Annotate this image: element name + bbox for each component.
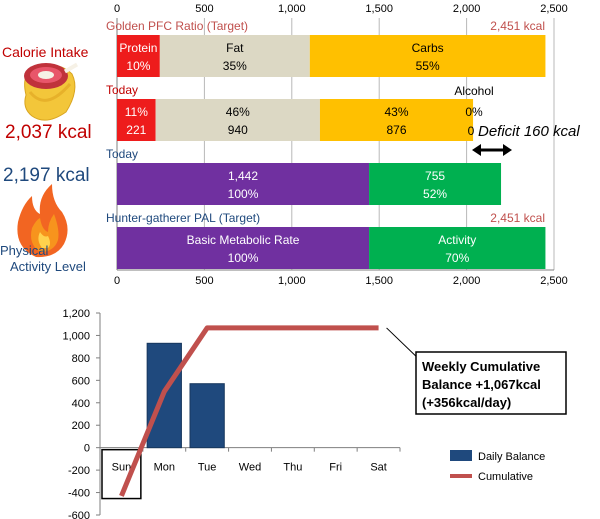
segment-label: 70% xyxy=(445,251,469,265)
tick-label-bottom: 0 xyxy=(114,275,120,287)
alcohol-label: Alcohol xyxy=(454,84,493,98)
segment-label: 221 xyxy=(126,123,146,137)
expenditure-value: 2,197 kcal xyxy=(3,165,90,186)
segment-label: 10% xyxy=(126,59,150,73)
category-label: Thu xyxy=(283,462,302,474)
segment-label: 100% xyxy=(228,251,259,265)
deficit-arrow-left xyxy=(472,144,481,156)
callout-line2: Balance +1,067kcal xyxy=(422,377,541,392)
category-label: Tue xyxy=(198,462,217,474)
category-label: Fri xyxy=(329,462,342,474)
y-tick-label: 800 xyxy=(72,353,90,365)
pal-label-line1: Physical xyxy=(0,243,49,258)
deficit-label: Deficit 160 kcal xyxy=(478,123,580,140)
category-label: Sat xyxy=(370,462,387,474)
pal-label-line2: Activity Level xyxy=(10,259,86,274)
tick-label-top: 1,000 xyxy=(278,3,306,15)
callout-line1: Weekly Cumulative xyxy=(422,359,540,374)
tick-label-top: 500 xyxy=(195,3,213,15)
bar-segment-carbs xyxy=(309,35,546,77)
cumulative-line xyxy=(119,325,379,497)
segment-label: 755 xyxy=(425,169,445,183)
daily-balance-bar xyxy=(189,383,225,449)
y-tick-label: -200 xyxy=(68,465,90,477)
bar-segment-fat xyxy=(155,99,320,141)
segment-label: 52% xyxy=(423,187,447,201)
legend-label: Cumulative xyxy=(478,471,533,483)
bar-total-label: 2,451 kcal xyxy=(490,211,545,225)
bar-segment-protein xyxy=(117,99,156,141)
segment-label: 35% xyxy=(223,59,247,73)
segment-label: 940 xyxy=(228,123,248,137)
tick-label-bottom: 1,000 xyxy=(278,275,306,287)
y-tick-label: 400 xyxy=(72,398,90,410)
calorie-intake-label: Calorie Intake xyxy=(2,44,89,60)
segment-label: 11% xyxy=(125,105,148,119)
segment-label: Fat xyxy=(226,41,244,55)
weekly-balance-chart: -600 -400 -200 0 200 400 600 800 1,000 1,200 Sun Mo… xyxy=(62,308,567,519)
category-label: Sun xyxy=(112,462,132,474)
bar-segment-carbs xyxy=(319,99,474,141)
tick-label-bottom: 1,500 xyxy=(365,275,393,287)
deficit-arrow-right xyxy=(503,144,512,156)
y-tick-label: 600 xyxy=(72,375,90,387)
intake-value: 2,037 kcal xyxy=(5,122,92,143)
segment-label: 100% xyxy=(228,187,259,201)
tick-label-bottom: 2,500 xyxy=(540,275,568,287)
segment-label: 1,442 xyxy=(228,169,258,183)
segment-label: 43% xyxy=(384,105,408,119)
flame-icon xyxy=(17,184,68,258)
tick-label-bottom: 500 xyxy=(195,275,213,287)
segment-label: Basic Metabolic Rate xyxy=(187,233,300,247)
bar-label: Today xyxy=(106,147,138,161)
segment-label: 0% xyxy=(465,105,483,119)
bar-label: Hunter-gatherer PAL (Target) xyxy=(106,211,260,225)
bar-label: Golden PFC Ratio (Target) xyxy=(106,19,248,33)
callout-box xyxy=(415,351,567,415)
tick-label-top: 2,000 xyxy=(453,3,481,15)
tick-label-top: 1,500 xyxy=(365,3,393,15)
bar-segment-protein xyxy=(117,35,160,77)
category-label: Mon xyxy=(154,462,175,474)
energy-balance-chart: 0 0 500 500 1,000 1,000 1,500 1,500 2,000 2,000 2,… xyxy=(0,3,580,287)
segment-label: 55% xyxy=(416,59,440,73)
tick-label-top: 2,500 xyxy=(540,3,568,15)
y-tick-label: 1,000 xyxy=(62,330,90,342)
bar-label: Today xyxy=(106,83,138,97)
bar-total-label: 2,451 kcal xyxy=(490,19,545,33)
bar-segment-activity xyxy=(369,227,546,269)
segment-label: Carbs xyxy=(412,41,444,55)
category-label: Wed xyxy=(239,462,261,474)
legend-swatch-bar xyxy=(450,450,472,461)
segment-label: 46% xyxy=(226,105,250,119)
segment-label: 0 xyxy=(468,124,475,138)
segment-label: 876 xyxy=(386,123,406,137)
bar-segment-bmr xyxy=(117,227,370,269)
bar-segment-activity xyxy=(369,163,502,205)
y-tick-label: 1,200 xyxy=(62,308,90,320)
callout-line3: (+356kcal/day) xyxy=(422,395,511,410)
tick-label-top: 0 xyxy=(114,3,120,15)
segment-label: Activity xyxy=(438,233,476,247)
bar-segment-fat xyxy=(159,35,310,77)
legend-label: Daily Balance xyxy=(478,451,545,463)
highlight-box xyxy=(101,448,142,500)
tick-label-bottom: 2,000 xyxy=(453,275,481,287)
bar-segment-bmr xyxy=(117,163,370,205)
y-tick-label: -600 xyxy=(68,510,90,519)
y-tick-label: -400 xyxy=(68,488,90,500)
y-tick-label: 0 xyxy=(84,443,90,455)
meat-banana-icon xyxy=(24,62,79,121)
y-tick-label: 200 xyxy=(72,420,90,432)
segment-label: Protein xyxy=(119,41,157,55)
